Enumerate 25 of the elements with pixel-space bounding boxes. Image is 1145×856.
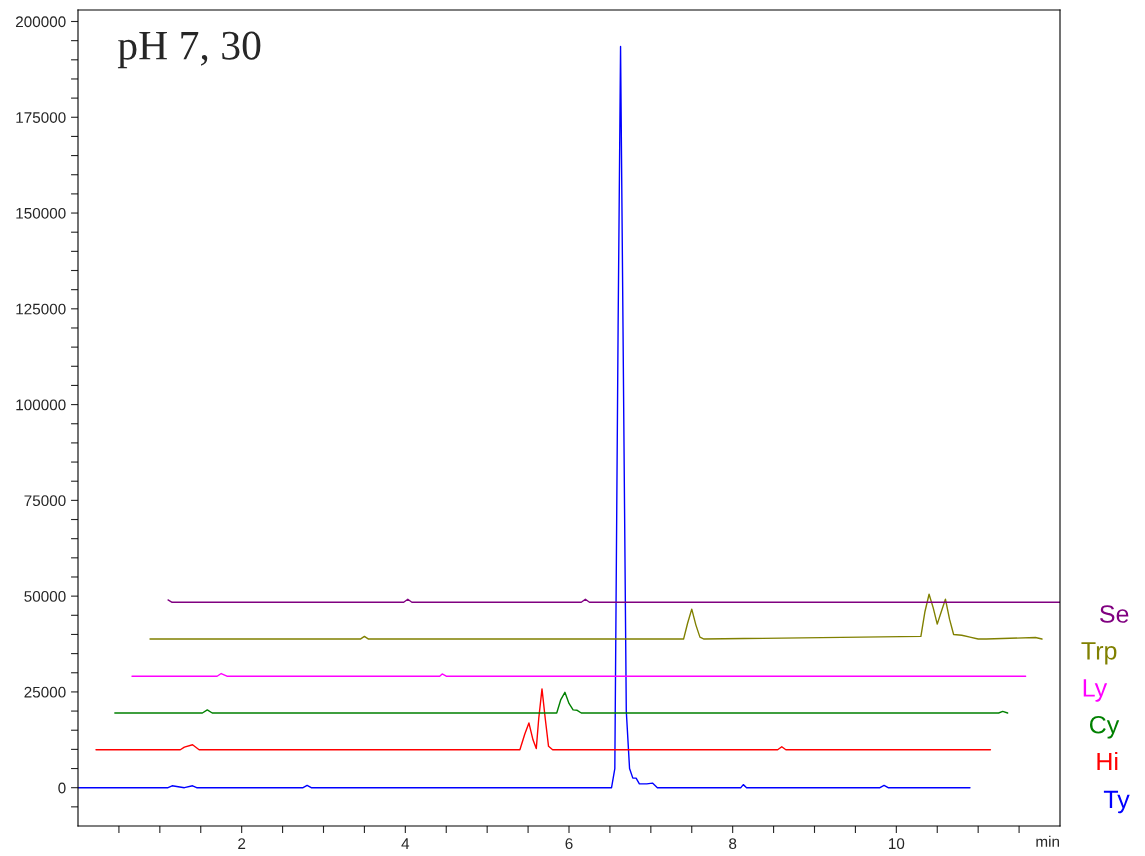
series-label: Trp bbox=[1081, 642, 1117, 665]
line-series bbox=[95, 688, 992, 751]
y-tick-label: 50000 bbox=[24, 591, 66, 602]
y-tick-label: 175000 bbox=[16, 112, 66, 123]
y-tick-label: 200000 bbox=[15, 16, 66, 28]
text: Ly bbox=[1083, 679, 1108, 702]
y-tick-label: 75000 bbox=[24, 495, 66, 507]
x-tick-label: 8 bbox=[729, 838, 737, 850]
y-tick-label: 25000 bbox=[24, 686, 66, 698]
text: Hi bbox=[1097, 752, 1118, 771]
x-tick-label: 4 bbox=[401, 838, 410, 849]
y-tick-label: 100000 bbox=[16, 399, 66, 411]
y-tick-label: 0 bbox=[58, 782, 66, 794]
x-axis-title: min bbox=[1036, 835, 1060, 847]
line-series bbox=[149, 593, 1043, 640]
text: Cy bbox=[1089, 715, 1120, 739]
y-tick-label: 150000 bbox=[16, 207, 66, 219]
x-tick-label: 6 bbox=[565, 838, 573, 850]
line-series bbox=[114, 691, 1009, 714]
x-tick-label: 2 bbox=[238, 838, 246, 849]
x-tick-label: 10 bbox=[889, 838, 905, 850]
chart-title: pH 7, 30 bbox=[117, 31, 261, 69]
series-label: Se bbox=[1100, 605, 1129, 623]
text: Ty bbox=[1103, 790, 1130, 814]
y-tick-label: 125000 bbox=[16, 303, 66, 315]
